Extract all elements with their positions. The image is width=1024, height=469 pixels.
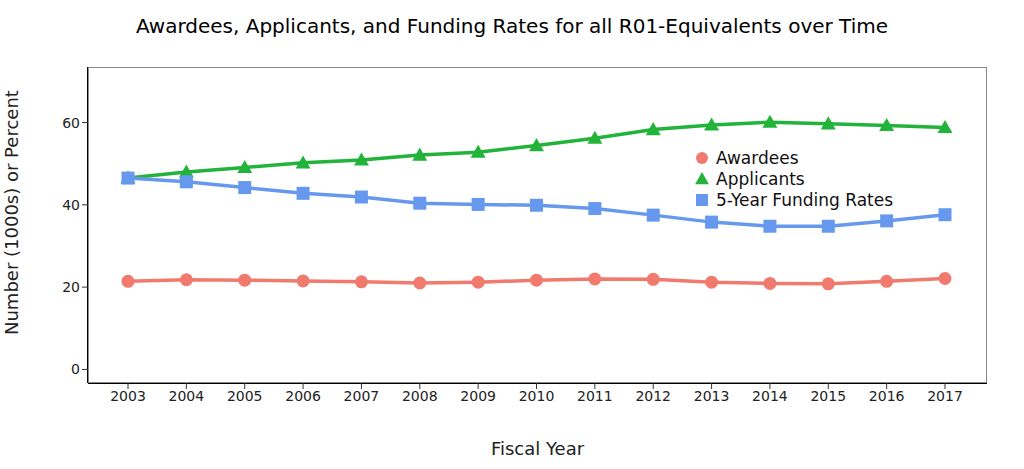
svg-text:2016: 2016 [869,388,905,404]
svg-text:2004: 2004 [169,388,205,404]
svg-text:40: 40 [62,197,80,213]
svg-text:2011: 2011 [577,388,613,404]
svg-text:2015: 2015 [810,388,846,404]
svg-text:2005: 2005 [227,388,263,404]
svg-text:2008: 2008 [402,388,438,404]
html-text:Awardees, Applicants, and Fund: Awardees, Applicants, and Funding Rates … [135,14,888,38]
svg-text:2010: 2010 [519,388,555,404]
svg-text:2012: 2012 [635,388,671,404]
svg-text:2007: 2007 [344,388,380,404]
svg-text:0: 0 [71,361,80,377]
svg-text:2006: 2006 [285,388,321,404]
svg-text:20: 20 [62,279,80,295]
svg-text:60: 60 [62,115,80,131]
html-text:Applicants: Applicants [716,168,805,189]
svg-text:2009: 2009 [460,388,496,404]
svg-text:2017: 2017 [927,388,963,404]
svg-text:2014: 2014 [752,388,788,404]
svg-text:Fiscal Year: Fiscal Year [491,438,585,459]
html-text:5-Year Funding Rates: 5-Year Funding Rates [716,189,894,210]
svg-text:2003: 2003 [110,388,146,404]
html-text:Awardees: Awardees [716,147,799,168]
svg-text:Number (1000s) or Percent: Number (1000s) or Percent [8,90,22,335]
svg-text:2013: 2013 [694,388,730,404]
